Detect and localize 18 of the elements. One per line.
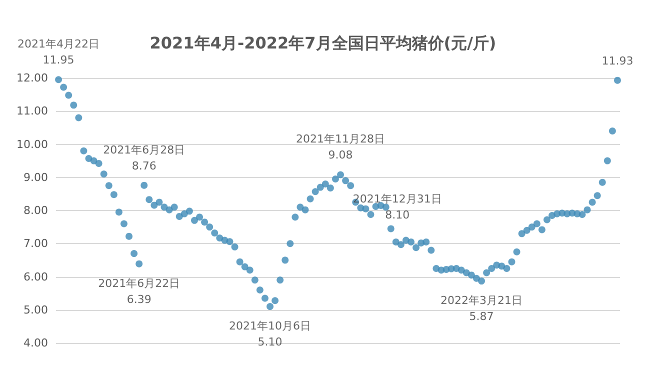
y-tick-label: 4.00 [24, 336, 48, 350]
data-label: 2021年6月22日 6.39 [98, 276, 180, 306]
y-tick-label: 5.00 [24, 303, 48, 316]
data-label: 2021年12月31日 8.10 [352, 192, 442, 222]
data-label: 2021年6月28日 8.76 [103, 143, 186, 172]
y-tick-label: 9.00 [24, 170, 48, 184]
y-tick-label: 11.00 [16, 104, 48, 118]
y-tick-label: 10.00 [16, 138, 48, 151]
y-tick-label: 8.00 [24, 204, 48, 217]
y-tick-label: 12.00 [16, 72, 48, 84]
chart-title: 2021年4月-2022年7月全国日平均猪价(元/斤) [150, 34, 496, 52]
data-label: 11.93 [602, 54, 634, 68]
data-label: 2021年10月6日 5.10 [229, 320, 312, 349]
y-tick-label: 7.00 [24, 237, 48, 250]
data-label: 2022年3月21日 5.87 [440, 294, 523, 324]
data-label: 2021年4月22日 11.95 [18, 38, 100, 67]
data-label: 2021年11月28日 9.08 [296, 132, 386, 162]
y-tick-label: 6.00 [24, 270, 48, 284]
